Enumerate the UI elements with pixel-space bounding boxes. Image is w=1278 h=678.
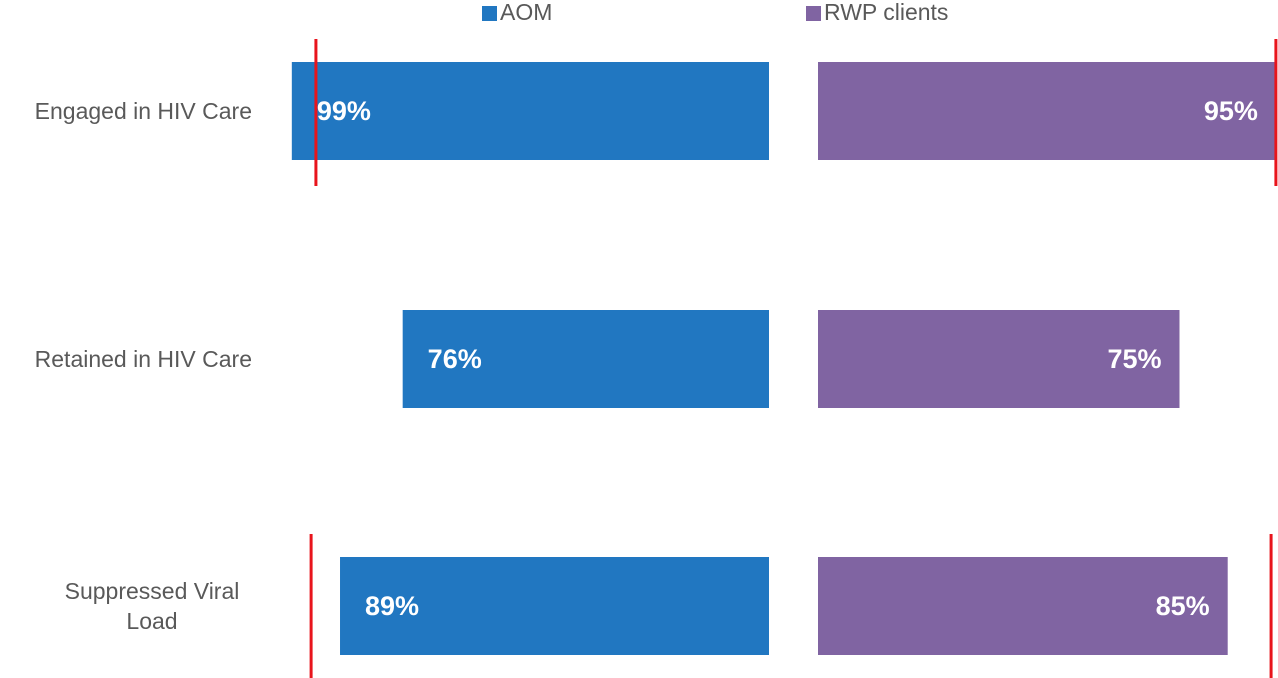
legend-swatch (806, 6, 821, 21)
bar (402, 310, 769, 408)
bar (818, 62, 1276, 160)
value-label: 75% (1107, 344, 1161, 374)
value-label: 76% (428, 344, 482, 374)
value-label: 99% (317, 96, 371, 126)
value-label: 85% (1156, 591, 1210, 621)
value-label: 89% (365, 591, 419, 621)
category-label: Suppressed Viral Load (64, 578, 240, 634)
legend-label: AOM (500, 0, 552, 25)
bar (818, 310, 1180, 408)
bar (818, 557, 1228, 655)
category-label: Engaged in HIV Care (34, 98, 252, 124)
bar (340, 557, 769, 655)
category-label: Retained in HIV Care (34, 346, 252, 372)
legend-swatch (482, 6, 497, 21)
legend-label: RWP clients (824, 0, 948, 25)
value-label: 95% (1204, 96, 1258, 126)
bar (291, 62, 769, 160)
